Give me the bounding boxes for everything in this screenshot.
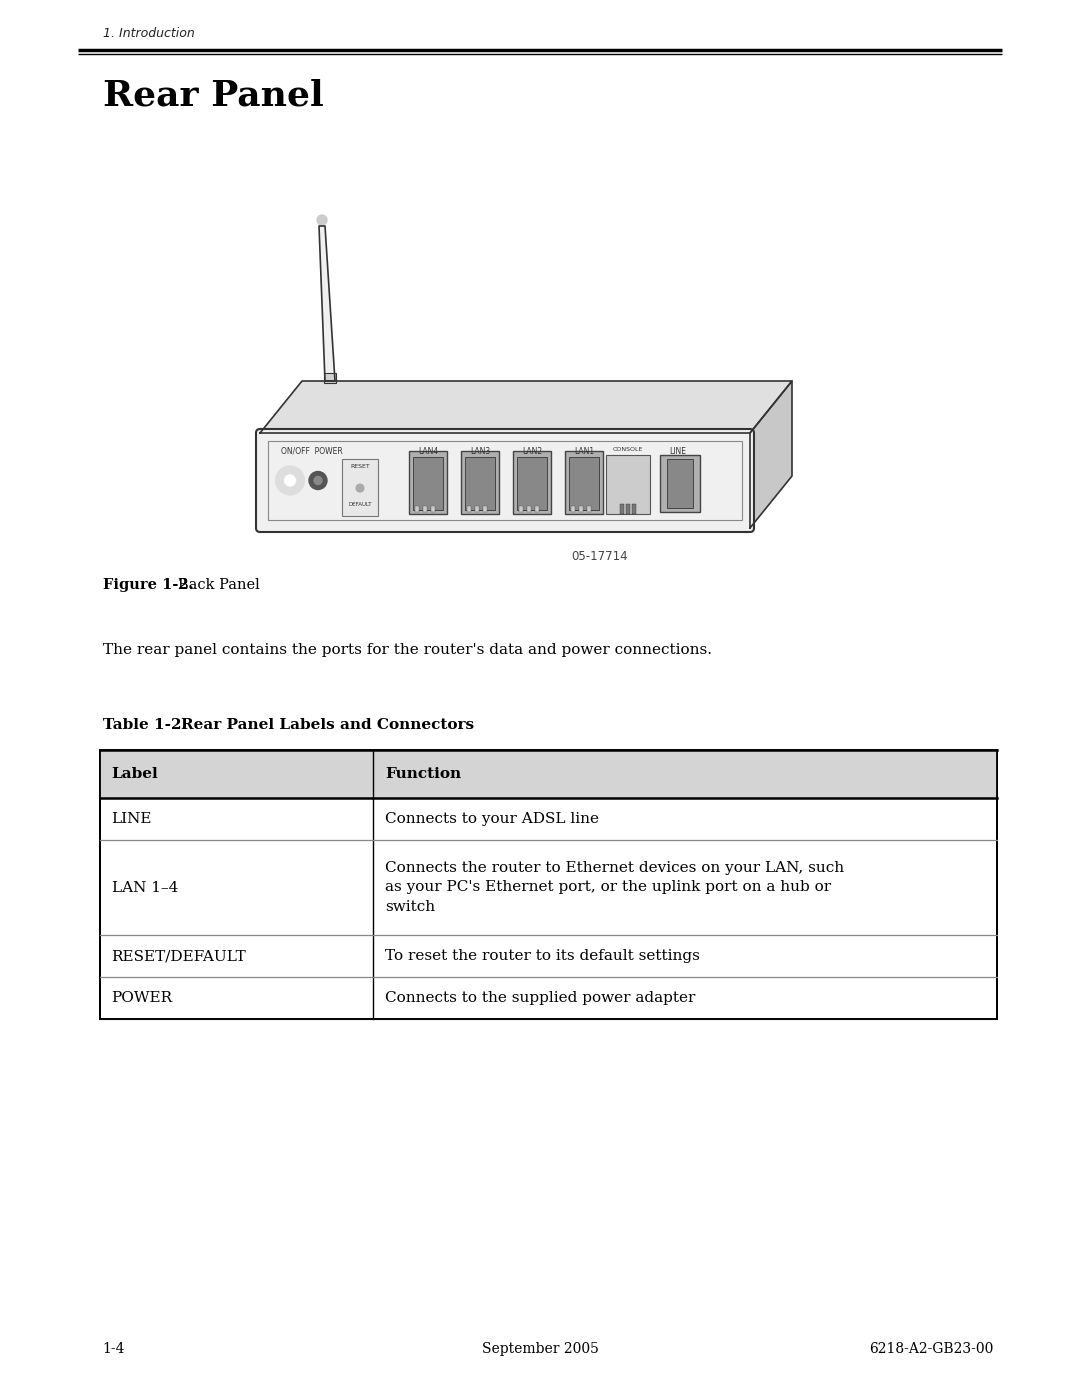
Text: 6218-A2-GB23-00: 6218-A2-GB23-00 xyxy=(869,1342,994,1356)
Text: Connects to your ADSL line: Connects to your ADSL line xyxy=(386,812,599,826)
Text: LAN1: LAN1 xyxy=(573,447,594,456)
Bar xyxy=(571,506,575,512)
Bar xyxy=(569,457,599,510)
Text: Back Panel: Back Panel xyxy=(177,577,259,591)
Bar xyxy=(606,454,650,514)
Text: CONSOLE: CONSOLE xyxy=(612,447,644,452)
Bar xyxy=(268,440,742,520)
Bar xyxy=(461,452,499,514)
Bar xyxy=(579,506,583,512)
Bar xyxy=(620,505,624,514)
Bar xyxy=(409,452,447,514)
Polygon shape xyxy=(750,382,792,528)
Text: Table 1-2.: Table 1-2. xyxy=(103,719,187,733)
Text: LAN4: LAN4 xyxy=(418,447,438,456)
Bar xyxy=(483,506,487,512)
Text: Connects the router to Ethernet devices on your LAN, such
as your PC's Ethernet : Connects the router to Ethernet devices … xyxy=(386,861,845,914)
Bar xyxy=(588,506,591,512)
Text: Rear Panel: Rear Panel xyxy=(103,80,323,113)
Bar xyxy=(626,505,630,514)
Bar xyxy=(527,506,531,512)
Text: LAN2: LAN2 xyxy=(522,447,542,456)
Bar xyxy=(99,749,997,1019)
Text: POWER: POWER xyxy=(111,991,173,1005)
Circle shape xyxy=(314,477,322,485)
Bar xyxy=(535,506,539,512)
Text: Label: Label xyxy=(111,768,159,781)
Text: LINE: LINE xyxy=(670,447,687,456)
Text: LINE: LINE xyxy=(111,812,152,826)
Circle shape xyxy=(356,484,364,492)
Bar xyxy=(465,457,495,510)
Bar xyxy=(660,454,700,512)
Bar xyxy=(513,452,551,514)
Text: Rear Panel Labels and Connectors: Rear Panel Labels and Connectors xyxy=(180,719,474,733)
Circle shape xyxy=(318,215,327,225)
Text: ON/OFF  POWER: ON/OFF POWER xyxy=(281,447,342,456)
Bar xyxy=(565,452,603,514)
Text: Figure 1-2.: Figure 1-2. xyxy=(103,577,193,591)
Circle shape xyxy=(309,471,327,489)
Bar xyxy=(423,506,427,512)
Bar xyxy=(431,506,435,512)
Bar xyxy=(519,506,523,512)
Circle shape xyxy=(276,467,303,495)
Bar xyxy=(413,457,443,510)
Text: Function: Function xyxy=(386,768,461,781)
Bar xyxy=(475,506,480,512)
Text: RESET: RESET xyxy=(350,464,369,468)
Bar xyxy=(467,506,471,512)
Text: 1-4: 1-4 xyxy=(103,1342,125,1356)
Polygon shape xyxy=(260,382,792,433)
Text: Connects to the supplied power adapter: Connects to the supplied power adapter xyxy=(386,991,696,1005)
Polygon shape xyxy=(319,226,335,382)
Text: LAN 1–4: LAN 1–4 xyxy=(111,881,178,895)
Text: 1. Introduction: 1. Introduction xyxy=(103,27,194,41)
Circle shape xyxy=(284,475,296,487)
Bar xyxy=(99,749,997,798)
Bar xyxy=(667,459,693,507)
Text: The rear panel contains the ports for the router's data and power connections.: The rear panel contains the ports for th… xyxy=(103,643,712,657)
Bar xyxy=(517,457,546,510)
Text: RESET/DEFAULT: RESET/DEFAULT xyxy=(111,949,246,963)
Text: DEFAULT: DEFAULT xyxy=(348,502,372,506)
Bar xyxy=(342,459,378,516)
Text: LAN3: LAN3 xyxy=(470,447,490,456)
Text: To reset the router to its default settings: To reset the router to its default setti… xyxy=(386,949,700,963)
Bar xyxy=(415,506,419,512)
Text: 05-17714: 05-17714 xyxy=(571,549,629,563)
Bar xyxy=(324,373,336,383)
Bar xyxy=(632,505,636,514)
FancyBboxPatch shape xyxy=(256,429,754,533)
Text: September 2005: September 2005 xyxy=(482,1342,598,1356)
